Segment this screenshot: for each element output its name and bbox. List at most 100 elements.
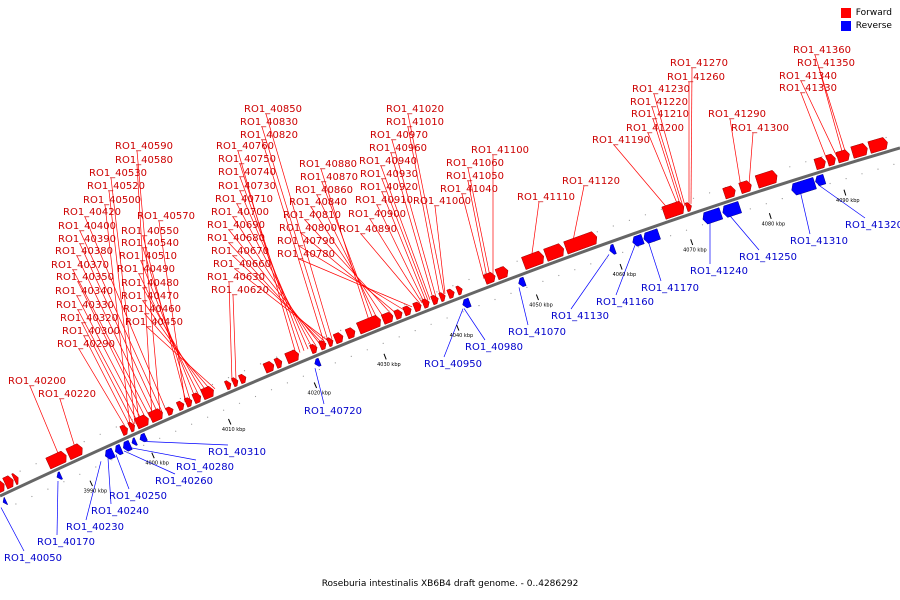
forward-leader-line — [613, 144, 671, 212]
reverse-gene-label: RO1_40310 — [208, 447, 266, 458]
minor-tick — [223, 409, 225, 411]
forward-gene — [563, 231, 598, 255]
forward-gene-label: RO1_40500 — [83, 195, 141, 206]
minor-tick — [462, 311, 464, 313]
tick-mark — [89, 480, 93, 487]
forward-gene-label: RO1_41040 — [440, 184, 498, 195]
reverse-leader-line — [799, 190, 811, 235]
forward-gene-label: RO1_40570 — [137, 211, 195, 222]
forward-leader-line — [236, 203, 313, 348]
tick-mark — [228, 418, 232, 425]
minor-tick — [478, 305, 480, 307]
forward-leader-line — [138, 273, 200, 396]
legend: Forward Reverse — [840, 8, 892, 34]
forward-gene — [494, 266, 509, 281]
forward-gene-label: RO1_41210 — [631, 109, 689, 120]
tick-mark — [535, 294, 539, 301]
forward-leader-line — [467, 167, 491, 277]
forward-gene-label: RO1_40940 — [359, 156, 417, 167]
forward-leader-line — [298, 245, 405, 311]
reverse-gene — [632, 233, 645, 247]
reverse-gene-label: RO1_41170 — [641, 283, 699, 294]
forward-gene — [326, 337, 334, 348]
forward-gene — [284, 349, 299, 365]
tick-label: 4010 kbp — [222, 427, 246, 433]
forward-leader-line — [800, 80, 838, 157]
forward-gene — [402, 305, 412, 317]
minor-tick — [63, 481, 65, 483]
forward-leader-line — [76, 255, 155, 416]
forward-gene-label: RO1_40730 — [218, 181, 276, 192]
forward-leader-line — [110, 177, 140, 423]
minor-tick — [685, 229, 688, 231]
forward-gene-label: RO1_41260 — [667, 72, 725, 83]
forward-gene — [2, 475, 14, 490]
tick-label: 4020 kbp — [308, 391, 332, 397]
forward-leader-line — [300, 232, 397, 314]
forward-leader-line — [239, 190, 309, 350]
reverse-gene — [314, 357, 322, 367]
minor-tick — [644, 214, 647, 216]
forward-gene-label: RO1_40200 — [8, 376, 66, 387]
forward-gene-label: RO1_40750 — [218, 154, 276, 165]
forward-gene-label: RO1_41110 — [517, 192, 575, 203]
forward-gene-label: RO1_40330 — [56, 300, 114, 311]
forward-gene-label: RO1_40370 — [51, 260, 109, 271]
reverse-gene — [115, 443, 124, 456]
forward-leader-line — [144, 313, 212, 391]
minor-tick — [318, 368, 320, 371]
forward-gene-label: RO1_41010 — [386, 117, 444, 128]
forward-leader-line — [530, 201, 540, 261]
forward-gene — [684, 202, 692, 213]
reverse-gene — [131, 437, 138, 446]
reverse-gene-label: RO1_40050 — [4, 553, 62, 564]
forward-gene — [393, 309, 403, 320]
reverse-gene-label: RO1_40260 — [155, 476, 213, 487]
minor-tick — [574, 269, 576, 271]
forward-gene-label: RO1_40840 — [289, 197, 347, 208]
tick-label: 4090 kbp — [836, 198, 860, 204]
forward-gene-label: RO1_40860 — [295, 185, 353, 196]
forward-swatch — [840, 8, 851, 18]
tick-label: 4070 kbp — [683, 248, 707, 254]
forward-leader-line — [407, 126, 441, 296]
forward-gene — [430, 295, 439, 306]
minor-tick — [404, 304, 406, 306]
forward-leader-line — [78, 348, 127, 429]
minor-tick — [542, 280, 544, 282]
forward-leader-line — [391, 139, 437, 298]
minor-tick — [35, 463, 37, 465]
minor-tick — [446, 317, 448, 319]
forward-gene-label: RO1_40490 — [117, 264, 175, 275]
minor-tick — [83, 441, 85, 443]
forward-leader-line — [360, 233, 421, 304]
forward-leader-line — [407, 113, 445, 295]
forward-gene — [223, 380, 232, 391]
minor-tick — [414, 330, 416, 332]
reverse-leader-line — [115, 454, 130, 490]
forward-gene — [356, 314, 381, 335]
forward-gene — [521, 250, 544, 270]
minor-tick — [211, 383, 213, 386]
tick-label: 3990 kbp — [84, 489, 108, 495]
forward-gene — [191, 392, 202, 405]
minor-tick — [861, 173, 863, 175]
forward-gene-label: RO1_40900 — [348, 209, 406, 220]
minor-tick — [701, 224, 704, 226]
minor-tick — [195, 390, 197, 393]
legend-reverse-label: Reverse — [855, 21, 892, 31]
forward-gene — [813, 156, 826, 171]
reverse-gene-label: RO1_41130 — [551, 311, 609, 322]
reverse-gene — [722, 201, 743, 218]
minor-tick — [308, 343, 310, 345]
forward-gene-label: RO1_41340 — [779, 71, 837, 82]
forward-leader-line — [818, 67, 844, 156]
forward-gene — [183, 397, 193, 408]
minor-tick — [276, 356, 278, 358]
minor-tick — [31, 495, 33, 498]
reverse-gene — [56, 471, 63, 480]
minor-tick — [436, 291, 438, 293]
forward-gene-label: RO1_40450 — [125, 317, 183, 328]
minor-tick — [270, 389, 273, 391]
tick-mark — [768, 213, 772, 220]
